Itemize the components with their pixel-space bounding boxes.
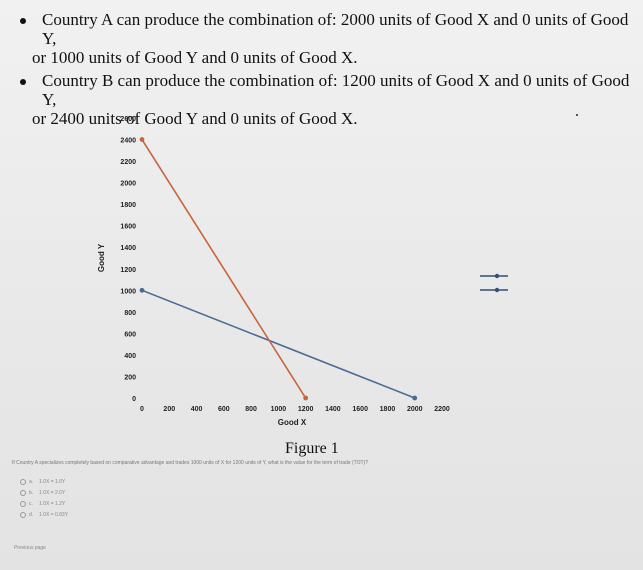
option-text: 1.0X = 2.0Y (39, 489, 66, 496)
series-line-ppf-a (141, 289, 416, 399)
speck (576, 114, 578, 116)
bullet-text-line2: or 2400 units of Good Y and 0 units of G… (32, 109, 358, 128)
question-text: If Country A specializes completely base… (12, 460, 369, 466)
x-tick-label: 1000 (271, 406, 287, 413)
y-tick-label: 400 (124, 353, 136, 360)
x-tick-label: 1400 (325, 406, 341, 413)
legend-swatch-marker (494, 273, 500, 279)
y-tick-label: 1800 (120, 202, 136, 209)
radio-icon[interactable] (20, 511, 26, 518)
y-tick-label: 2600 (120, 116, 136, 123)
y-tick-label: 1400 (120, 245, 136, 252)
bullet-country-a: Country A can produce the combination of… (10, 10, 640, 67)
x-tick-label: 600 (218, 406, 230, 413)
option-letter: a. (29, 478, 34, 485)
y-tick-label: 1200 (120, 267, 136, 274)
x-tick-label: 0 (140, 406, 144, 413)
bullet-text-line2: or 1000 units of Good Y and 0 units of G… (32, 48, 358, 67)
x-tick-label: 400 (191, 406, 203, 413)
series-point (303, 395, 309, 401)
option-text: 1.0X = 0.83Y (39, 511, 69, 518)
radio-icon[interactable] (20, 478, 26, 485)
y-tick-label: 2000 (120, 181, 136, 188)
option-letter: c. (29, 500, 33, 507)
previous-page-link[interactable]: Previous page (14, 545, 46, 551)
y-tick-label: 0 (132, 396, 136, 403)
x-tick-label: 200 (163, 406, 175, 413)
x-tick-label: 800 (245, 406, 257, 413)
legend-swatch-marker (494, 287, 500, 293)
y-tick-label: 200 (124, 374, 136, 381)
bullet-dot-icon (20, 18, 26, 24)
bullet-text-line1: Country B can produce the combination of… (42, 71, 630, 109)
series-point (139, 137, 145, 142)
option-a[interactable]: a. 1.0X = 1.0Y (20, 476, 68, 487)
y-tick-label: 1000 (120, 288, 136, 295)
ppf-chart: 0200400600800100012001400160018002000220… (97, 116, 508, 427)
option-c[interactable]: c. 1.0X = 1.2Y (20, 498, 68, 509)
option-text: 1.0X = 1.2Y (39, 500, 66, 507)
y-tick-label: 1600 (120, 224, 136, 231)
series-point (412, 395, 418, 401)
x-tick-label: 1200 (298, 406, 314, 413)
option-letter: d. (29, 511, 34, 518)
y-tick-label: 2400 (120, 138, 136, 145)
bullet-text-line1: Country A can produce the combination of… (42, 10, 629, 48)
series-line-ppf-b (141, 139, 307, 399)
y-tick-label: 800 (124, 310, 136, 317)
option-text: 1.0X = 1.0Y (39, 478, 66, 485)
bullet-list: Country A can produce the combination of… (10, 10, 640, 132)
bullet-country-b: Country B can produce the combination of… (10, 71, 640, 128)
x-tick-label: 1600 (352, 406, 368, 413)
radio-icon[interactable] (20, 489, 26, 496)
series-point (139, 287, 145, 293)
x-tick-label: 2000 (407, 406, 423, 413)
bullet-dot-icon (20, 79, 26, 85)
answer-options: a. 1.0X = 1.0Y b. 1.0X = 2.0Y c. 1.0X = … (20, 476, 68, 520)
x-axis-label: Good X (278, 418, 307, 427)
y-tick-label: 600 (124, 331, 136, 338)
y-axis-label: Good Y (97, 243, 106, 272)
option-b[interactable]: b. 1.0X = 2.0Y (20, 487, 68, 498)
x-tick-label: 1800 (380, 406, 396, 413)
figure-caption: Figure 1 (285, 440, 339, 457)
x-tick-label: 2200 (434, 406, 450, 413)
y-tick-label: 2200 (120, 159, 136, 166)
option-d[interactable]: d. 1.0X = 0.83Y (20, 509, 68, 520)
radio-icon[interactable] (20, 500, 26, 507)
option-letter: b. (29, 489, 34, 496)
